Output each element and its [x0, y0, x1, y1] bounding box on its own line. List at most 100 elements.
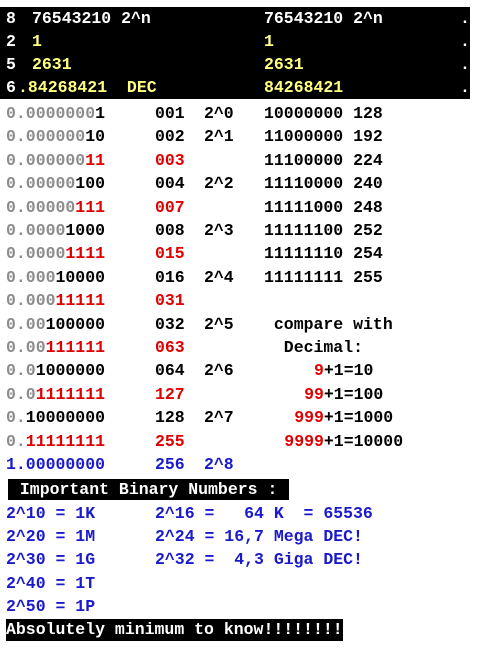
- decimal-example-result: +1=1000: [324, 406, 393, 429]
- table-row: 0.0 1000000 064 2^6 9 +1=10: [0, 359, 477, 382]
- header-index: 5: [6, 53, 16, 76]
- decimal-value: 007: [155, 196, 185, 219]
- decimal-example-result: +1=10: [324, 359, 374, 382]
- right-column: compare with: [264, 313, 393, 336]
- decimal-value: 008: [155, 219, 185, 242]
- table-row: 0.00 111111 063 Decimal:: [0, 336, 477, 359]
- binary-leading: 0.000000: [6, 149, 85, 172]
- last-row-binary: 1.00000000: [6, 453, 105, 476]
- binary-significant: 1000: [65, 219, 105, 242]
- header-right: 2631: [264, 53, 304, 76]
- binary-leading: 0.00000: [6, 172, 75, 195]
- important-left: 2^10 = 1K: [6, 502, 95, 525]
- important-left: 2^20 = 1M: [6, 525, 95, 548]
- header-dot: .: [460, 7, 470, 30]
- binary-leading: 0.00: [6, 336, 46, 359]
- important-right: 2^32 = 4,3 Giga DEC!: [155, 548, 363, 571]
- right-column: 11111111 255: [264, 266, 383, 289]
- table-row: 0.0000 1000 008 2^3 11111100 252: [0, 219, 477, 242]
- header-dot: .: [460, 76, 470, 99]
- binary-significant: 1: [95, 102, 105, 125]
- header-left: 76543210 2^n: [32, 7, 151, 30]
- decimal-example-nines: 999: [294, 406, 324, 429]
- table-row: 0.000 11111 031: [0, 289, 477, 312]
- decimal-value: 002: [155, 125, 185, 148]
- header-dot: .: [460, 53, 470, 76]
- table-row: 0.000000 11 003 11100000 224: [0, 149, 477, 172]
- right-column: 11110000 240: [264, 172, 383, 195]
- header-index: 6: [6, 76, 16, 99]
- header-left: .84268421 DEC: [18, 76, 157, 99]
- table-row: 0. 10000000 128 2^7 999 +1=1000: [0, 406, 477, 429]
- right-column: 10000000 128: [264, 102, 383, 125]
- header-row: 8 76543210 2^n 76543210 2^n .: [0, 7, 470, 30]
- power-label: 2^7: [204, 406, 234, 429]
- power-label: 2^6: [204, 359, 234, 382]
- table-row: 0.0 1111111 127 99 +1=100: [0, 383, 477, 406]
- important-right: 2^16 = 64 K = 65536: [155, 502, 373, 525]
- binary-leading: 0.000: [6, 289, 56, 312]
- binary-significant: 10: [85, 125, 105, 148]
- binary-significant: 111111: [46, 336, 105, 359]
- binary-leading: 0.0: [6, 359, 36, 382]
- binary-leading: 0.0000: [6, 219, 65, 242]
- binary-leading: 0.: [6, 430, 26, 453]
- decimal-value: 016: [155, 266, 185, 289]
- table-row: 0.000000 10 002 2^1 11000000 192: [0, 125, 477, 148]
- table-row: 0.000 10000 016 2^4 11111111 255: [0, 266, 477, 289]
- binary-leading: 0.000000: [6, 125, 85, 148]
- last-row-power: 2^8: [204, 453, 234, 476]
- decimal-value: 128: [155, 406, 185, 429]
- header-left: 1: [32, 30, 42, 53]
- decimal-value: 255: [155, 430, 185, 453]
- decimal-example-result: +1=10000: [324, 430, 403, 453]
- power-label: 2^0: [204, 102, 234, 125]
- table-row: 0.0000000 1 001 2^0 10000000 128: [0, 102, 477, 125]
- right-column: 11111110 254: [264, 242, 383, 265]
- decimal-value: 032: [155, 313, 185, 336]
- binary-leading: 0.00: [6, 313, 46, 336]
- decimal-value: 015: [155, 242, 185, 265]
- decimal-value: 063: [155, 336, 185, 359]
- decimal-value: 001: [155, 102, 185, 125]
- header-row: 5 2631 2631 .: [0, 53, 470, 76]
- decimal-value: 127: [155, 383, 185, 406]
- decimal-example-result: +1=100: [324, 383, 383, 406]
- binary-significant: 11: [85, 149, 105, 172]
- decimal-value: 004: [155, 172, 185, 195]
- header-row: 6 .84268421 DEC 84268421 .: [0, 76, 470, 99]
- binary-significant: 10000: [56, 266, 106, 289]
- binary-leading: 0.0000: [6, 242, 65, 265]
- binary-significant: 111: [75, 196, 105, 219]
- decimal-value: 064: [155, 359, 185, 382]
- header-right: 76543210 2^n: [264, 7, 383, 30]
- power-label: 2^4: [204, 266, 234, 289]
- header-right: 1: [264, 30, 274, 53]
- binary-significant: 10000000: [26, 406, 105, 429]
- important-right: 2^24 = 16,7 Mega DEC!: [155, 525, 363, 548]
- important-title: Important Binary Numbers :: [8, 479, 289, 500]
- table-row: 0.00000 100 004 2^2 11110000 240: [0, 172, 477, 195]
- right-column: 11111000 248: [264, 196, 383, 219]
- footer-banner: Absolutely minimum to know!!!!!!!!: [6, 619, 343, 641]
- table-row: 0.00000 111 007 11111000 248: [0, 196, 477, 219]
- binary-significant: 1111: [65, 242, 105, 265]
- binary-significant: 100000: [46, 313, 105, 336]
- last-row: 1.00000000 256 2^8: [0, 453, 477, 476]
- right-column: 11000000 192: [264, 125, 383, 148]
- decimal-example-nines: 99: [304, 383, 324, 406]
- power-label: 2^3: [204, 219, 234, 242]
- right-column: 11100000 224: [264, 149, 383, 172]
- binary-significant: 11111111: [26, 430, 105, 453]
- power-label: 2^5: [204, 313, 234, 336]
- binary-significant: 11111: [56, 289, 106, 312]
- binary-leading: 0.: [6, 406, 26, 429]
- header-dot: .: [460, 30, 470, 53]
- binary-leading: 0.00000: [6, 196, 75, 219]
- important-left: 2^40 = 1T: [6, 572, 95, 595]
- decimal-example-nines: 9: [314, 359, 324, 382]
- table-row: 0.00 100000 032 2^5 compare with: [0, 313, 477, 336]
- important-left: 2^50 = 1P: [6, 595, 95, 618]
- power-label: 2^2: [204, 172, 234, 195]
- table-row: 0.0000 1111 015 11111110 254: [0, 242, 477, 265]
